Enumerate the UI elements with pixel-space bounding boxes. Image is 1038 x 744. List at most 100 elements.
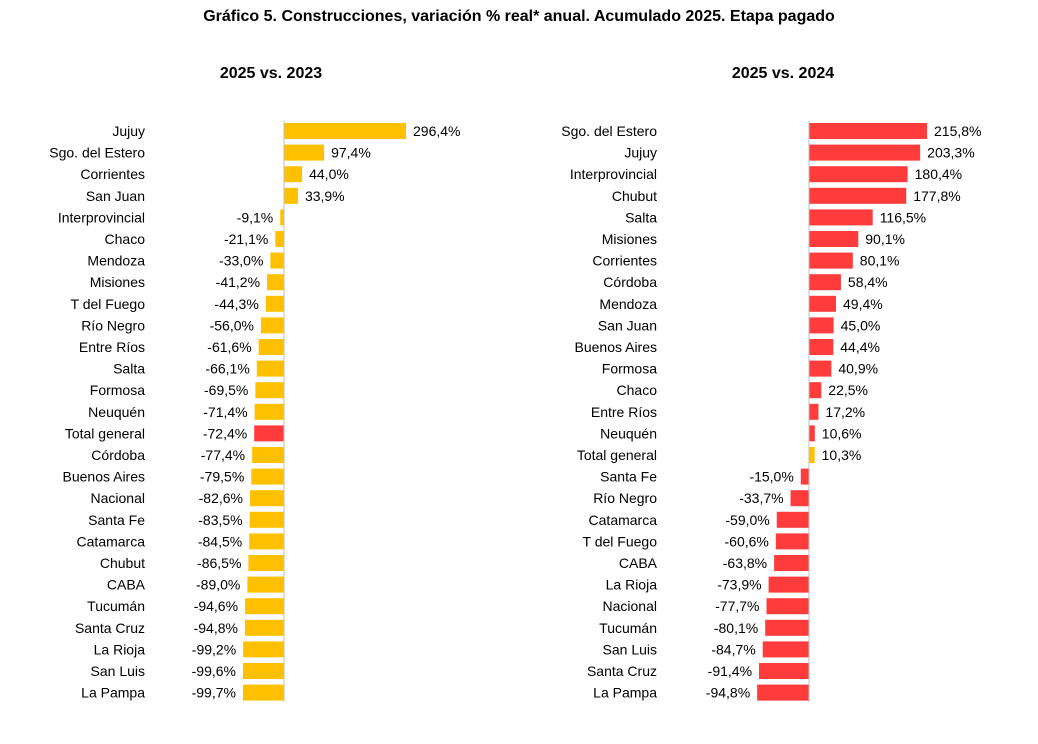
category-label: Santa Cruz (587, 663, 657, 679)
data-label: 203,3% (927, 145, 974, 161)
data-label: -86,5% (197, 555, 241, 571)
bar-buenos-aires (251, 468, 284, 485)
bar-jujuy (284, 123, 406, 139)
bar-san-luis (762, 641, 809, 658)
category-label: San Juan (598, 317, 657, 333)
data-label: 10,6% (822, 425, 862, 441)
bar-formosa (255, 382, 284, 399)
bar-catamarca (776, 511, 809, 528)
bar-san-luis (243, 663, 284, 679)
data-label: 58,4% (848, 274, 888, 290)
category-label: Tucumán (599, 620, 657, 636)
bar-río-negro (790, 490, 809, 507)
subchart-title: 2025 vs. 2024 (732, 65, 834, 82)
bar-tucumán (245, 598, 284, 615)
data-label: 80,1% (860, 253, 900, 269)
category-label: Sgo. del Estero (561, 123, 657, 139)
category-label: San Luis (91, 663, 145, 679)
data-label: -21,1% (224, 231, 268, 247)
bar-tucumán (765, 619, 809, 636)
category-label: Neuquén (88, 404, 145, 420)
data-label: 177,8% (913, 188, 960, 204)
data-label: 90,1% (865, 231, 905, 247)
data-label: -77,7% (715, 598, 759, 614)
bar-la-pampa (757, 684, 809, 701)
data-label: -91,4% (708, 663, 752, 679)
bar-corrientes (809, 252, 853, 269)
bar-neuquén (809, 425, 815, 442)
bar-santa-fe (249, 511, 284, 528)
category-label: La Rioja (606, 577, 658, 593)
data-label: -89,0% (196, 577, 240, 593)
bar-la-pampa (242, 684, 284, 701)
bar-la-rioja (768, 576, 809, 593)
data-label: -69,5% (204, 382, 248, 398)
category-label: San Juan (86, 188, 145, 204)
category-label: Interprovincial (570, 166, 657, 182)
bar-salta (256, 360, 284, 377)
category-label: Corrientes (592, 253, 657, 269)
bar-san-juan (284, 187, 298, 204)
category-label: Santa Fe (600, 469, 657, 485)
data-label: -33,0% (219, 253, 263, 269)
data-label: -80,1% (714, 620, 758, 636)
category-label: Chubut (612, 188, 657, 204)
category-label: Salta (113, 361, 145, 377)
data-label: 45,0% (841, 317, 881, 333)
data-label: -99,7% (192, 685, 236, 701)
bar-córdoba (252, 447, 284, 463)
data-label: 296,4% (413, 123, 460, 139)
category-label: Jujuy (624, 145, 657, 161)
bar-entre-ríos (809, 403, 819, 420)
data-label: -71,4% (203, 404, 247, 420)
category-label: Buenos Aires (63, 469, 146, 485)
category-label: Misiones (602, 231, 657, 247)
bar-chaco (275, 231, 284, 247)
bar-total-general (809, 447, 815, 463)
category-label: Salta (625, 209, 657, 225)
category-label: Interprovincial (58, 209, 145, 225)
bar-buenos-aires (809, 339, 834, 355)
category-label: Formosa (602, 361, 657, 377)
category-label: CABA (619, 555, 658, 571)
bar-formosa (809, 360, 832, 377)
category-label: Nacional (603, 598, 657, 614)
chart-title: Gráfico 5. Construcciones, variación % r… (203, 8, 835, 25)
data-label: 49,4% (843, 296, 883, 312)
category-label: Total general (577, 447, 657, 463)
bar-mendoza (809, 295, 837, 312)
bar-misiones (809, 231, 859, 247)
category-label: Neuquén (600, 425, 657, 441)
category-label: Río Negro (593, 490, 657, 506)
data-label: 17,2% (825, 404, 865, 420)
data-label: -66,1% (205, 361, 249, 377)
category-label: Nacional (91, 490, 145, 506)
category-label: Misiones (90, 274, 145, 290)
data-label: 33,9% (305, 188, 345, 204)
data-label: -41,2% (216, 274, 260, 290)
data-label: -60,6% (725, 533, 769, 549)
data-label: -72,4% (203, 425, 247, 441)
bar-sgo-del-estero (284, 144, 325, 161)
bar-t-del-fuego (265, 295, 284, 312)
category-label: Córdoba (603, 274, 657, 290)
data-label: 180,4% (915, 166, 962, 182)
category-label: Entre Ríos (79, 339, 145, 355)
data-label: -94,6% (194, 598, 238, 614)
category-label: Mendoza (87, 253, 145, 269)
data-label: 116,5% (880, 209, 926, 225)
bar-interprovincial (280, 209, 284, 226)
category-label: Corrientes (80, 166, 145, 182)
data-label: -99,6% (192, 663, 236, 679)
category-label: Buenos Aires (575, 339, 658, 355)
bar-caba (774, 555, 809, 571)
category-label: Chubut (100, 555, 145, 571)
category-label: Córdoba (91, 447, 145, 463)
data-label: -56,0% (210, 317, 254, 333)
data-label: -84,5% (198, 533, 242, 549)
bar-corrientes (284, 166, 303, 183)
category-label: La Pampa (81, 685, 145, 701)
bar-catamarca (249, 533, 284, 550)
category-label: La Rioja (94, 641, 146, 657)
